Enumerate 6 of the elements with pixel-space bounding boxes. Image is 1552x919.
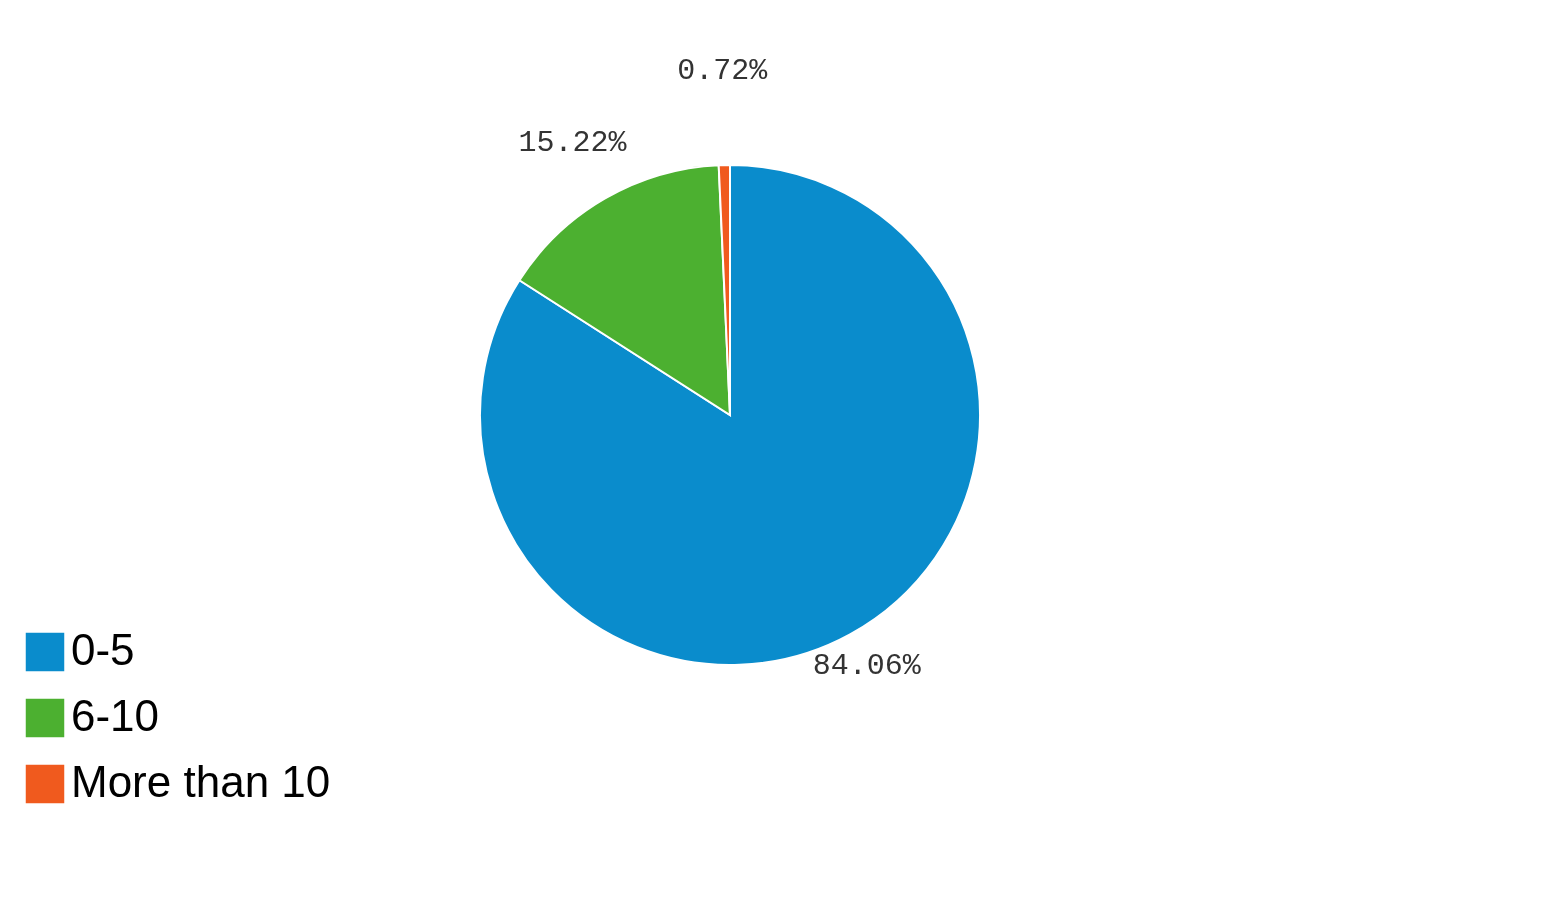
data-label: 84.06% [812, 649, 922, 684]
data-label: 15.22% [518, 126, 628, 161]
data-label: 0.72% [677, 54, 769, 89]
legend-label: More than 10 [71, 757, 331, 806]
legend-label: 6-10 [71, 691, 160, 740]
legend-label: 0-5 [71, 625, 135, 674]
